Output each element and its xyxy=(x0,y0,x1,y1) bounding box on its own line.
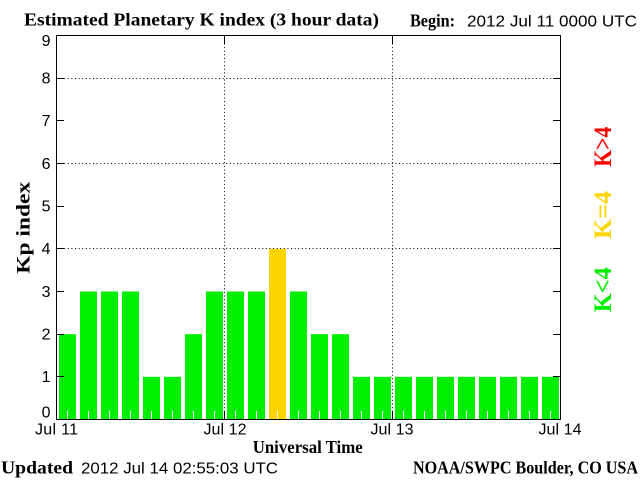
svg-text:NOAA/SWPC Boulder, CO USA: NOAA/SWPC Boulder, CO USA xyxy=(413,458,638,478)
svg-text:5: 5 xyxy=(42,199,51,216)
svg-text:2012 Jul 14 02:55:03 UTC: 2012 Jul 14 02:55:03 UTC xyxy=(81,461,278,478)
svg-text:2012 Jul 11 0000 UTC: 2012 Jul 11 0000 UTC xyxy=(467,14,637,31)
svg-text:Jul 12: Jul 12 xyxy=(204,422,247,439)
svg-text:Jul 11: Jul 11 xyxy=(35,422,78,439)
svg-text:Begin:: Begin: xyxy=(410,11,455,31)
svg-text:Updated: Updated xyxy=(1,458,73,478)
svg-text:2: 2 xyxy=(42,327,51,344)
svg-text:3: 3 xyxy=(42,284,51,301)
svg-text:6: 6 xyxy=(42,156,51,173)
svg-text:K>4: K>4 xyxy=(590,126,617,166)
svg-text:8: 8 xyxy=(42,71,51,88)
svg-text:9: 9 xyxy=(42,33,51,50)
svg-text:0: 0 xyxy=(42,405,51,422)
svg-text:7: 7 xyxy=(42,113,51,130)
svg-text:4: 4 xyxy=(42,241,51,258)
svg-text:Jul 13: Jul 13 xyxy=(371,422,414,439)
svg-text:Jul 14: Jul 14 xyxy=(539,422,582,439)
svg-text:Estimated Planetary K index (3: Estimated Planetary K index (3 hour data… xyxy=(24,10,379,31)
svg-text:K<4: K<4 xyxy=(590,267,617,312)
svg-text:Universal Time: Universal Time xyxy=(253,437,363,457)
svg-text:Kp index: Kp index xyxy=(14,181,35,274)
svg-text:1: 1 xyxy=(42,369,51,386)
svg-text:K=4: K=4 xyxy=(590,190,617,239)
